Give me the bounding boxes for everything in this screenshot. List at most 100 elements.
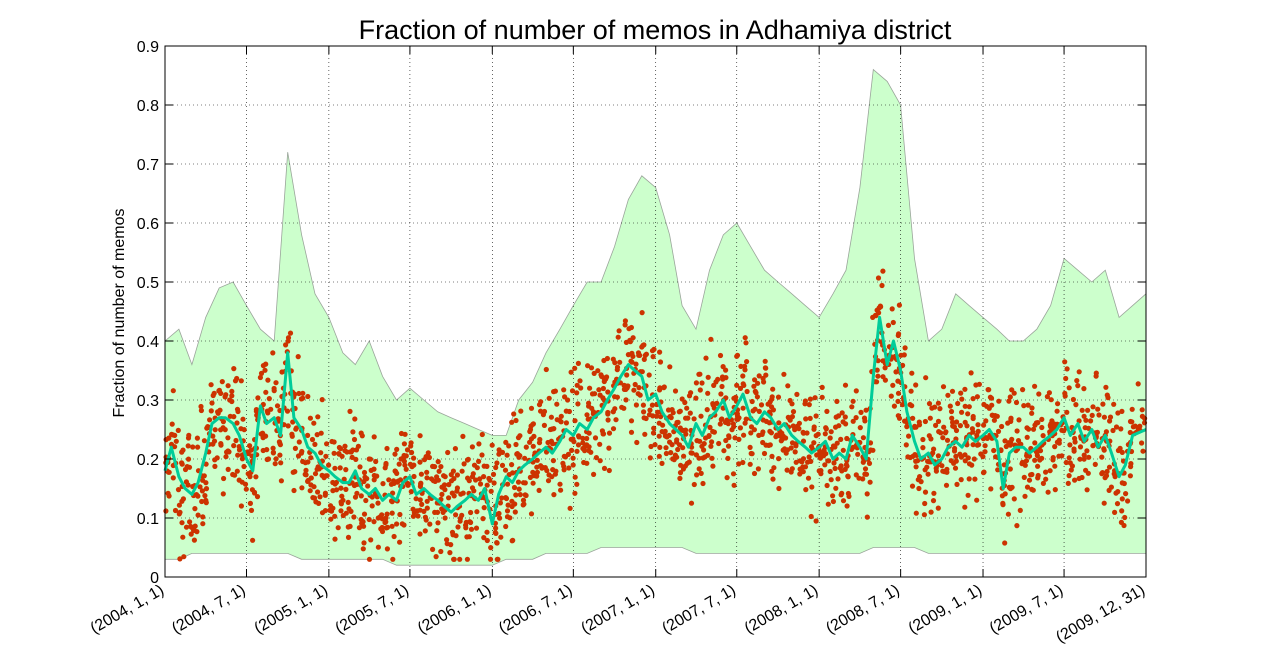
data-point: [523, 492, 529, 499]
data-point: [319, 397, 325, 403]
data-point: [223, 392, 229, 398]
data-point: [366, 556, 373, 562]
data-point: [995, 428, 1002, 434]
data-point: [1137, 423, 1143, 429]
data-point: [361, 540, 367, 546]
data-point: [253, 407, 259, 413]
data-point: [860, 476, 866, 482]
data-point: [550, 458, 557, 464]
data-point: [305, 477, 311, 483]
data-point: [981, 469, 987, 475]
data-point: [1112, 509, 1118, 515]
data-point: [724, 475, 730, 481]
data-point: [688, 500, 695, 506]
data-point: [386, 477, 392, 483]
data-point: [954, 419, 960, 425]
data-point: [1035, 463, 1041, 469]
data-point: [809, 484, 815, 490]
data-point: [657, 385, 663, 391]
data-point: [541, 422, 548, 428]
data-point: [850, 444, 856, 450]
data-point: [913, 464, 919, 470]
data-point: [470, 471, 476, 477]
data-point: [447, 550, 453, 556]
data-point: [823, 426, 829, 432]
data-point: [943, 482, 950, 488]
data-point: [317, 494, 323, 500]
data-point: [527, 428, 533, 435]
data-point: [168, 441, 175, 447]
data-point: [277, 442, 283, 448]
data-point: [373, 458, 379, 465]
data-point: [1059, 453, 1065, 459]
data-point: [632, 381, 638, 388]
data-point: [744, 359, 750, 365]
data-point: [923, 375, 929, 381]
data-point: [493, 525, 499, 531]
data-point: [952, 445, 958, 452]
data-point: [974, 394, 981, 400]
data-point: [273, 380, 279, 386]
data-point: [1101, 447, 1107, 453]
data-point: [621, 405, 627, 411]
data-point: [796, 420, 803, 426]
data-point: [1007, 394, 1013, 400]
data-point: [430, 546, 436, 553]
data-point: [303, 467, 309, 473]
data-point: [710, 428, 716, 435]
data-point: [1128, 464, 1134, 470]
data-point: [802, 464, 809, 470]
data-point: [668, 450, 674, 456]
data-point: [842, 414, 848, 420]
data-point: [271, 388, 277, 394]
data-point: [1007, 466, 1013, 472]
data-point: [1029, 405, 1035, 411]
data-point: [756, 408, 762, 414]
data-point: [332, 513, 338, 519]
data-point: [898, 352, 904, 358]
data-point: [939, 463, 945, 469]
data-point: [527, 439, 533, 445]
data-point: [284, 408, 291, 414]
data-point: [784, 467, 790, 473]
data-point: [850, 398, 856, 404]
data-point: [1032, 457, 1038, 463]
data-point: [763, 418, 770, 424]
data-point: [353, 456, 359, 462]
data-point: [316, 500, 322, 506]
data-point: [430, 463, 436, 469]
data-point: [794, 391, 800, 397]
data-point: [1067, 442, 1073, 448]
data-point: [170, 388, 176, 394]
data-point: [1119, 508, 1125, 514]
data-point: [748, 430, 754, 436]
data-point: [309, 436, 316, 443]
x-tick-label: (2008, 1, 1): [742, 582, 821, 638]
data-point: [654, 413, 660, 419]
data-point: [811, 426, 817, 432]
data-point: [1112, 474, 1118, 480]
data-point: [1032, 440, 1038, 446]
data-point: [866, 460, 873, 466]
data-point: [1101, 500, 1107, 506]
data-point: [1085, 407, 1091, 413]
data-point: [966, 404, 972, 410]
data-point: [775, 394, 782, 400]
data-point: [593, 455, 600, 461]
data-point: [675, 446, 681, 453]
data-point: [962, 386, 968, 392]
data-point: [392, 451, 398, 457]
data-point: [882, 365, 888, 371]
data-point: [591, 370, 597, 376]
data-point: [1050, 457, 1056, 463]
data-point: [546, 395, 552, 401]
data-point: [769, 453, 775, 459]
data-point: [258, 370, 265, 376]
data-point: [683, 415, 689, 421]
data-point: [642, 431, 648, 437]
data-point: [864, 491, 870, 497]
data-point: [384, 511, 390, 517]
data-point: [605, 389, 611, 395]
data-point: [361, 511, 368, 517]
data-point: [806, 402, 812, 408]
